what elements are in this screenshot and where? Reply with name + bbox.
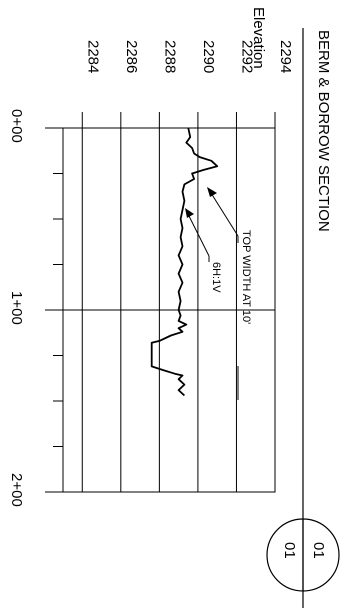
elevation-tick-label: 2290: [200, 40, 217, 73]
y-axis-label: Elevation: [250, 7, 267, 69]
elevation-tick-label: 2292: [238, 40, 255, 73]
sheet-ref-bottom: 01: [281, 542, 298, 559]
elevation-tick-label: 2284: [84, 40, 101, 73]
top-width-note: TOP WIDTH AT 10': [240, 230, 252, 324]
slope-arrow-line: [187, 213, 210, 257]
top-width-arrow-line: [210, 192, 239, 237]
elevation-tick-label: 2294: [277, 40, 294, 73]
elevation-tick-label: 2286: [123, 40, 140, 73]
top-width-arrowhead: [207, 187, 217, 197]
slope-arrowhead: [185, 208, 194, 218]
slope-note: 6H:1V: [210, 262, 222, 293]
station-tick-label: 0+00: [8, 109, 25, 143]
elevation-tick-label: 2288: [161, 40, 178, 73]
sheet-ref-top: 01: [310, 542, 327, 559]
section-title: BERM & BORROW SECTION: [315, 30, 332, 232]
station-tick-label: 1+00: [8, 291, 25, 325]
station-tick-label: 2+00: [8, 473, 25, 507]
ground-profile-line: [150, 127, 219, 397]
